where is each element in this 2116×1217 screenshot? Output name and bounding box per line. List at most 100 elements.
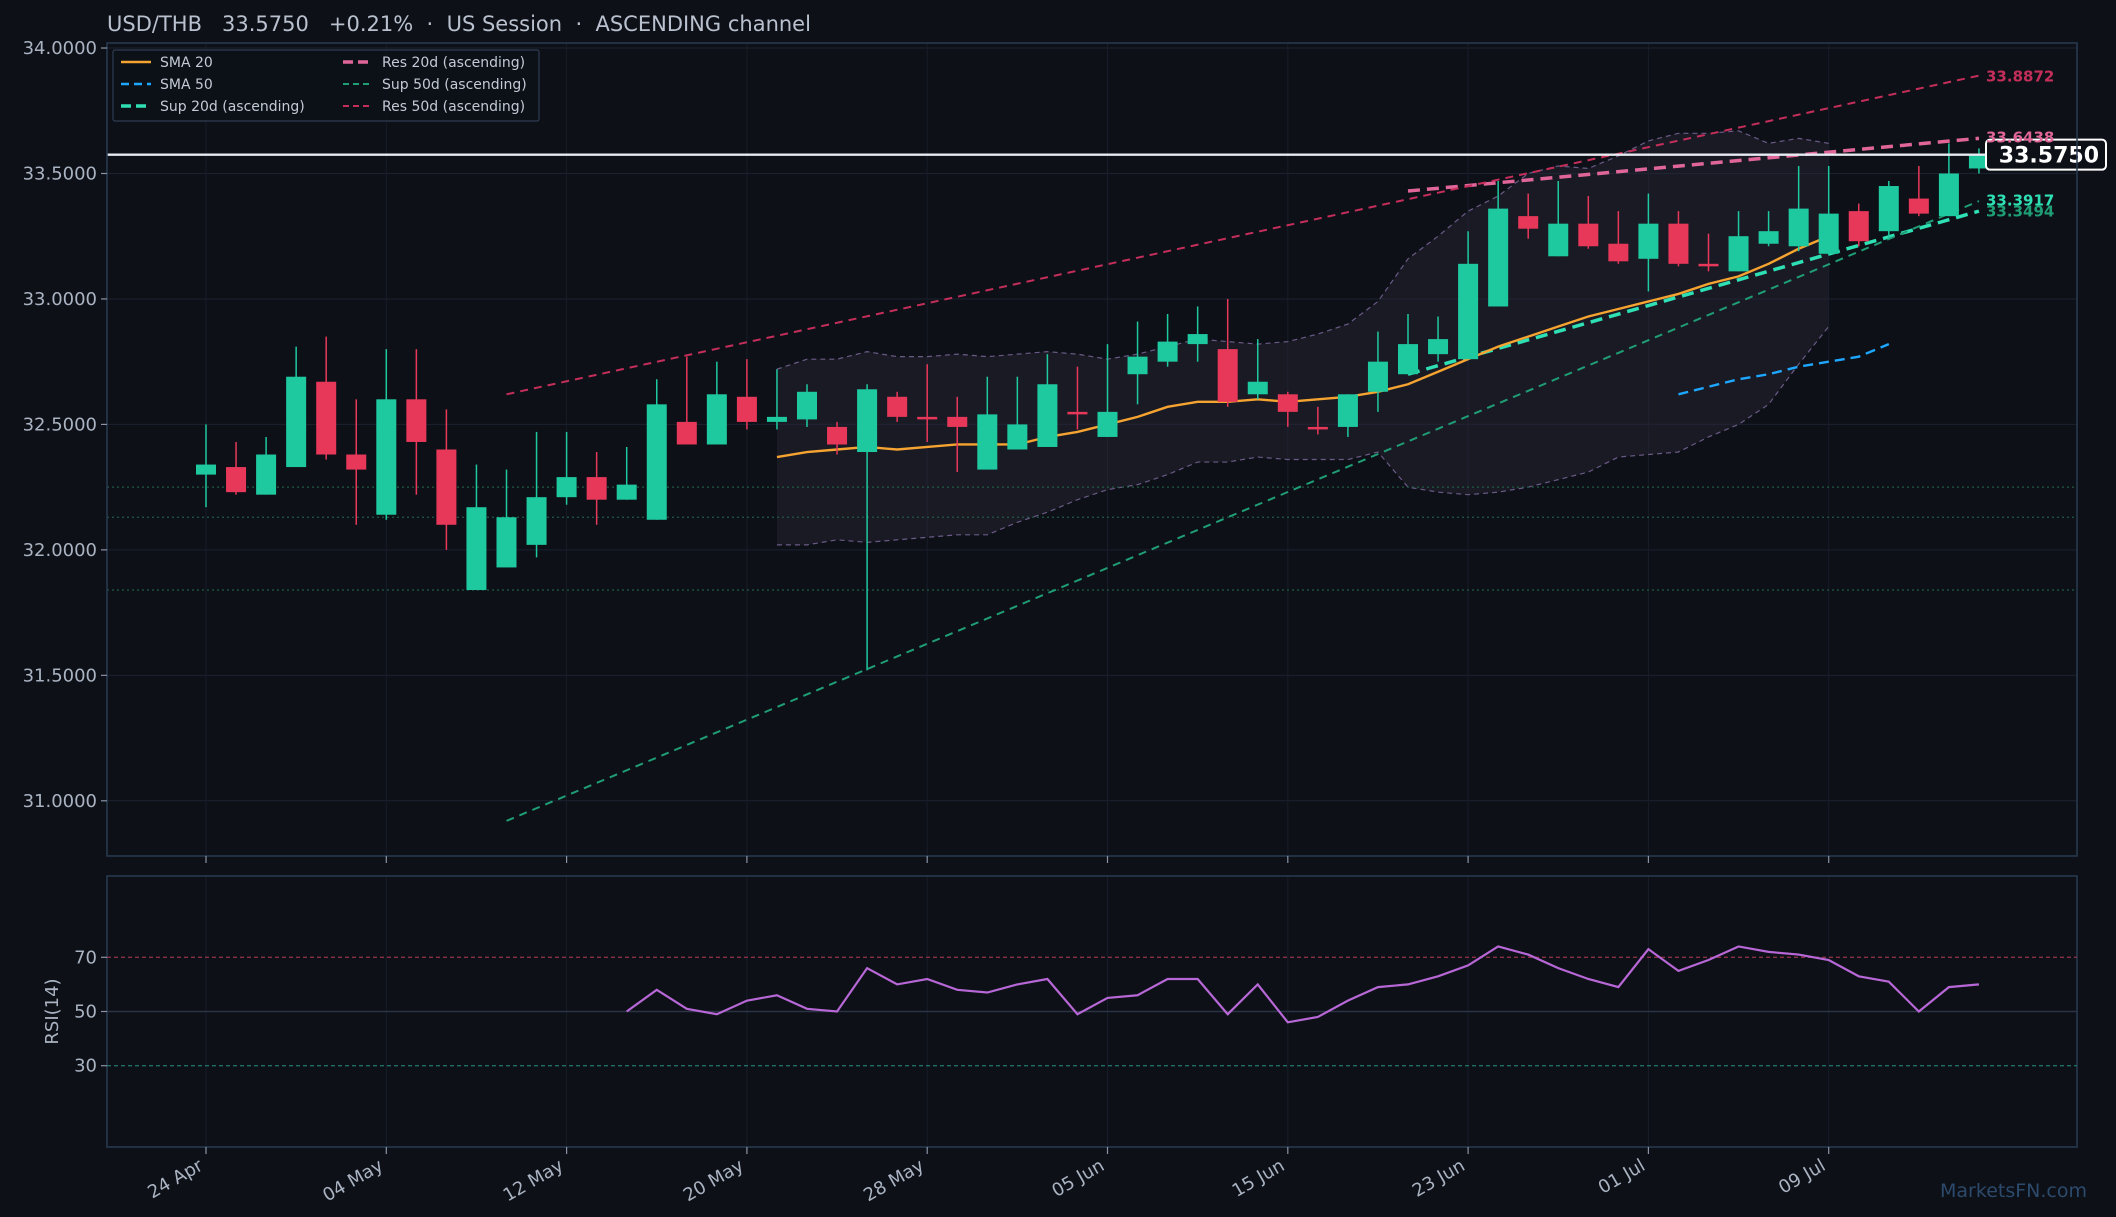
candle-body (226, 467, 247, 493)
candle-body (1908, 198, 1929, 214)
rsi-panel: 70 50 30 RSI(14) (42, 945, 2077, 1077)
candle-body (1307, 426, 1328, 430)
last-price-label: 33.5750 (1999, 144, 2099, 169)
y-tick-label: 31.5000 (23, 665, 97, 686)
candle-body (857, 389, 878, 453)
sup50-channel-line (506, 200, 1980, 822)
candle-body (1157, 341, 1178, 362)
candle-body (1968, 154, 1989, 169)
candle-body (947, 416, 968, 427)
rsi-y-tick-label: 50 (74, 1002, 97, 1023)
candle-body (1037, 384, 1058, 447)
candle-body (1067, 411, 1088, 415)
candle-body (556, 477, 577, 498)
y-tick-label: 32.0000 (23, 540, 97, 561)
rsi-y-tick-label: 70 (74, 947, 97, 968)
candle-body (616, 484, 637, 500)
candle-body (887, 396, 908, 417)
candle-body (466, 507, 487, 591)
chart-title: USD/THB 33.5750 +0.21% · US Session · AS… (107, 12, 811, 36)
y-tick-label: 31.0000 (23, 791, 97, 812)
rsi-axis-label: RSI(14) (42, 978, 63, 1044)
candle-body (646, 404, 667, 520)
candle-body (256, 454, 277, 495)
level-label-res50: 33.8872 (1986, 67, 2054, 85)
candle-body (797, 391, 817, 420)
candle-body (1728, 236, 1749, 272)
candle-body (676, 421, 697, 445)
candle-body (1458, 263, 1479, 360)
candle-body (1518, 216, 1539, 229)
candle-body (1007, 424, 1028, 450)
candle-body (436, 449, 457, 525)
candle-body (1788, 208, 1809, 247)
horizontal-levels (107, 486, 2077, 591)
candle-body (1938, 173, 1959, 217)
rsi-y-tick-label: 30 (74, 1056, 97, 1077)
candle-body (346, 454, 367, 470)
sma50-line (1678, 343, 1890, 396)
sma20-line (776, 235, 1830, 459)
candle-body (1277, 394, 1298, 412)
y-tick-label: 32.5000 (23, 414, 97, 435)
candle-body (196, 464, 216, 475)
rsi-line (626, 945, 1980, 1024)
candles (196, 143, 1989, 671)
legend-box (112, 49, 540, 122)
candle-body (1608, 243, 1629, 262)
legend-label-sma50: SMA 50 (160, 77, 213, 93)
candle-body (316, 381, 337, 455)
candle-body (1818, 213, 1839, 254)
bollinger-lower (776, 326, 1830, 546)
candle-body (1488, 208, 1509, 307)
res20-channel-line (1407, 136, 1980, 193)
legend-label-sup50: Sup 50d (ascending) (382, 77, 527, 93)
candle-body (586, 477, 607, 500)
candle-body (1097, 411, 1118, 437)
watermark: MarketsFN.com (1940, 1180, 2087, 1202)
level-label-sup50: 33.3494 (1986, 202, 2054, 220)
candle-body (1428, 339, 1449, 355)
candle-body (1247, 381, 1268, 395)
candle-body (766, 416, 787, 422)
candle-body (1127, 356, 1148, 375)
indicator-lines (506, 74, 1980, 822)
price-panel-frame (106, 42, 2078, 857)
y-tick-label: 33.0000 (23, 289, 97, 310)
level-label-res20: 33.6438 (1986, 128, 2054, 146)
candle-body (1698, 263, 1719, 267)
candle-body (977, 414, 998, 470)
legend-label-sma20: SMA 20 (160, 55, 213, 71)
bollinger-upper (776, 130, 1829, 370)
candle-body (1638, 223, 1659, 259)
candle-body (1548, 223, 1569, 257)
candle-body (1578, 223, 1599, 247)
candle-body (496, 517, 517, 568)
candle-body (406, 399, 427, 442)
legend-label-sup20: Sup 20d (ascending) (160, 99, 305, 115)
candle-body (1187, 334, 1208, 345)
y-tick-label: 33.5000 (23, 163, 97, 184)
legend-label-res20: Res 20d (ascending) (382, 55, 525, 71)
candle-body (1758, 231, 1779, 244)
candle-body (827, 426, 848, 445)
candle-body (1337, 394, 1358, 427)
legend: SMA 20 SMA 50 Sup 20d (ascending) Res 20d (… (112, 49, 540, 122)
candle-body (1217, 349, 1238, 402)
candle-body (526, 497, 547, 545)
candle-body (1848, 211, 1869, 242)
last-price-tag (1985, 138, 2107, 171)
level-label-sup20: 33.3917 (1986, 192, 2054, 210)
legend-label-res50: Res 50d (ascending) (382, 99, 525, 115)
candle-body (736, 396, 757, 422)
candle-body (1878, 186, 1899, 232)
candle-body (1367, 361, 1388, 392)
candle-body (286, 376, 307, 468)
candle-body (1668, 223, 1689, 264)
sup20-channel-line (1407, 209, 1980, 376)
candle-body (917, 416, 938, 420)
y-tick-label: 34.0000 (23, 38, 97, 59)
